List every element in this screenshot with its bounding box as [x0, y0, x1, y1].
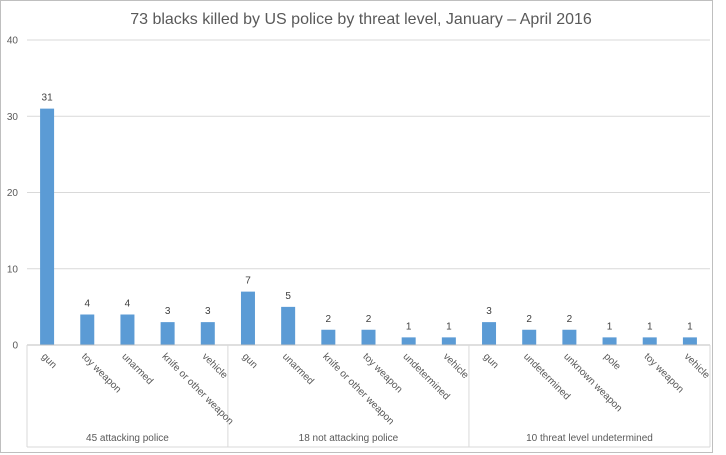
y-tick-label: 30 — [7, 112, 19, 123]
bar — [80, 314, 95, 345]
data-label: 4 — [125, 299, 131, 310]
bar — [602, 337, 617, 345]
y-tick-label: 40 — [7, 36, 19, 47]
data-label: 1 — [406, 321, 412, 332]
data-label: 7 — [245, 276, 251, 287]
data-label: 2 — [567, 314, 573, 325]
x-axis — [26, 344, 711, 448]
group-labels: 45 attacking police 18 not attacking poli… — [86, 433, 653, 444]
y-tick-label: 0 — [12, 341, 18, 352]
bar — [441, 337, 456, 345]
gridlines — [27, 39, 710, 270]
data-label: 3 — [205, 306, 211, 317]
bar — [482, 322, 497, 345]
bar — [682, 337, 697, 345]
data-label: 1 — [607, 321, 613, 332]
group-label: 10 threat level undetermined — [526, 433, 653, 444]
data-label: 4 — [84, 299, 90, 310]
bar — [281, 306, 296, 345]
data-label: 5 — [285, 291, 291, 302]
bar — [120, 314, 135, 345]
data-label: 1 — [647, 321, 653, 332]
bar — [401, 337, 416, 345]
y-tick-label: 20 — [7, 188, 19, 199]
chart-border — [0, 0, 713, 453]
bar — [361, 329, 376, 345]
group-label: 18 not attacking police — [299, 433, 399, 444]
bar — [200, 322, 215, 345]
bar — [321, 329, 336, 345]
bar — [160, 322, 175, 345]
data-label: 2 — [526, 314, 532, 325]
data-label: 3 — [486, 306, 492, 317]
data-label: 1 — [446, 321, 452, 332]
bar — [522, 329, 537, 345]
bar — [240, 291, 255, 345]
bars — [40, 108, 697, 345]
bar — [562, 329, 577, 345]
group-label: 45 attacking police — [86, 433, 169, 444]
y-axis-ticks: 0 10 20 30 40 — [7, 36, 19, 352]
data-label: 2 — [326, 314, 332, 325]
bar — [642, 337, 657, 345]
data-label: 3 — [165, 306, 171, 317]
bar — [40, 108, 55, 345]
y-tick-label: 10 — [7, 264, 19, 275]
data-labels: 31 4 4 3 3 7 5 2 2 1 1 3 2 2 1 1 1 — [42, 93, 694, 333]
data-label: 2 — [366, 314, 372, 325]
chart-title: 73 blacks killed by US police by threat … — [130, 11, 592, 28]
data-label: 1 — [687, 321, 693, 332]
data-label: 31 — [42, 93, 54, 104]
